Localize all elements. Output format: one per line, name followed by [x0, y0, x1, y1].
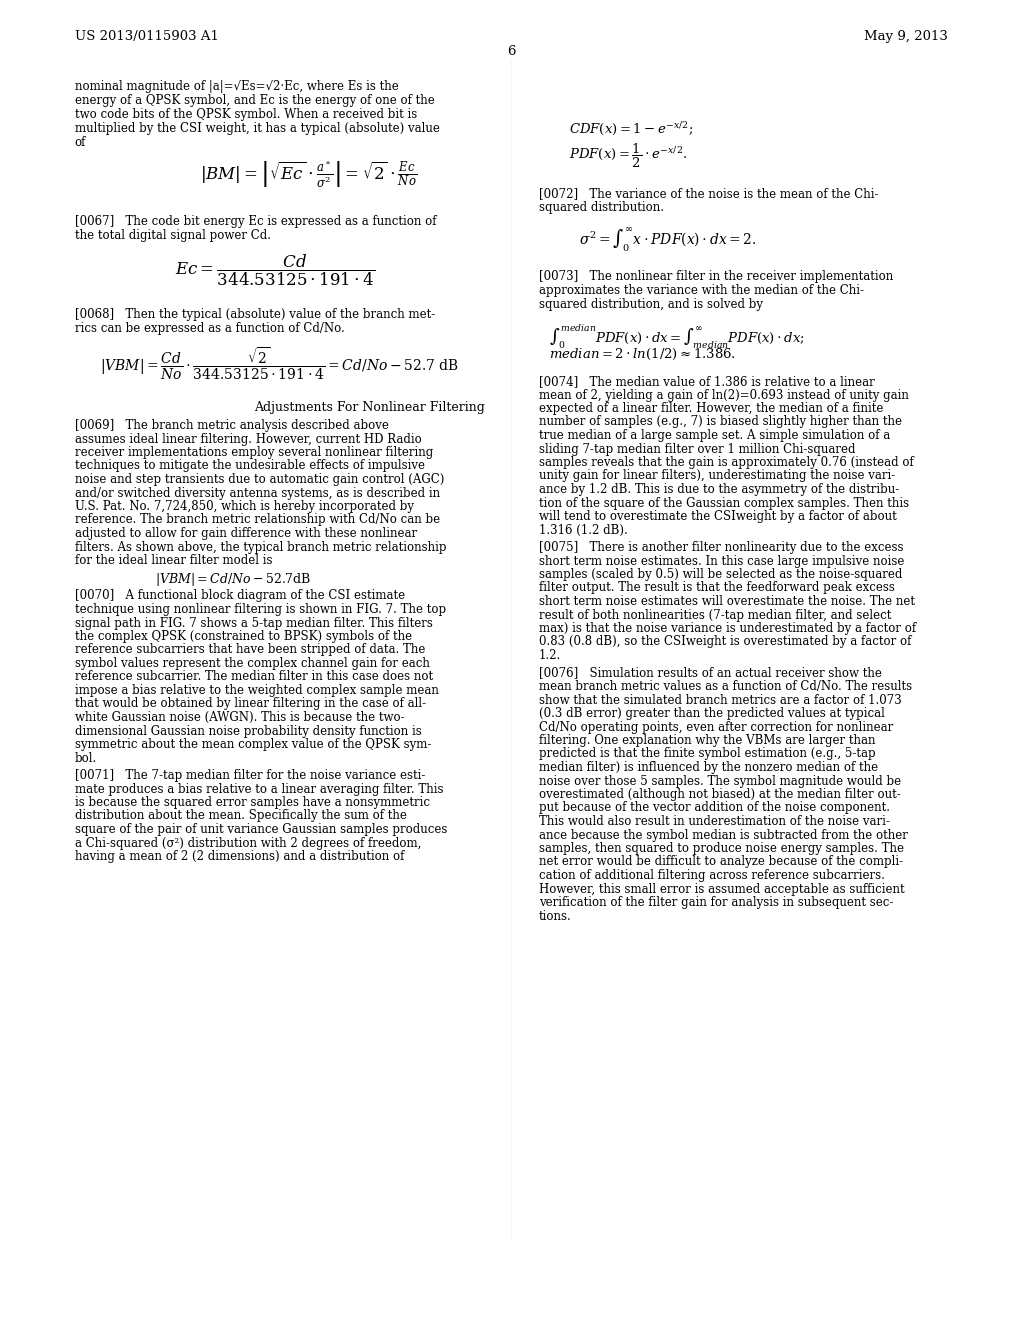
Text: samples, then squared to produce noise energy samples. The: samples, then squared to produce noise e…	[539, 842, 904, 855]
Text: $\int_0^{median} PDF(x) \cdot dx = \int_{median}^{\infty} PDF(x) \cdot dx;$: $\int_0^{median} PDF(x) \cdot dx = \int_…	[549, 322, 805, 350]
Text: multiplied by the CSI weight, it has a typical (absolute) value: multiplied by the CSI weight, it has a t…	[75, 121, 439, 135]
Text: noise over those 5 samples. The symbol magnitude would be: noise over those 5 samples. The symbol m…	[539, 775, 901, 788]
Text: [0071]   The 7-tap median filter for the noise variance esti-: [0071] The 7-tap median filter for the n…	[75, 770, 425, 781]
Text: predicted is that the finite symbol estimation (e.g., 5-tap: predicted is that the finite symbol esti…	[539, 747, 876, 760]
Text: noise and step transients due to automatic gain control (AGC): noise and step transients due to automat…	[75, 473, 444, 486]
Text: distribution about the mean. Specifically the sum of the: distribution about the mean. Specificall…	[75, 809, 407, 822]
Text: true median of a large sample set. A simple simulation of a: true median of a large sample set. A sim…	[539, 429, 890, 442]
Text: approximates the variance with the median of the Chi-: approximates the variance with the media…	[539, 284, 864, 297]
Text: techniques to mitigate the undesirable effects of impulsive: techniques to mitigate the undesirable e…	[75, 459, 425, 473]
Text: U.S. Pat. No. 7,724,850, which is hereby incorporated by: U.S. Pat. No. 7,724,850, which is hereby…	[75, 500, 414, 513]
Text: number of samples (e.g., 7) is biased slightly higher than the: number of samples (e.g., 7) is biased sl…	[539, 416, 902, 429]
Text: squared distribution.: squared distribution.	[539, 201, 664, 214]
Text: Adjustments For Nonlinear Filtering: Adjustments For Nonlinear Filtering	[255, 401, 485, 414]
Text: mean of 2, yielding a gain of ln(2)=0.693 instead of unity gain: mean of 2, yielding a gain of ln(2)=0.69…	[539, 388, 909, 401]
Text: two code bits of the QPSK symbol. When a received bit is: two code bits of the QPSK symbol. When a…	[75, 108, 417, 121]
Text: squared distribution, and is solved by: squared distribution, and is solved by	[539, 298, 763, 312]
Text: mate produces a bias relative to a linear averaging filter. This: mate produces a bias relative to a linea…	[75, 783, 443, 796]
Text: $|VBM| = \dfrac{Cd}{No} \cdot \dfrac{\sqrt{2}}{344.53125 \cdot 191 \cdot 4} = Cd: $|VBM| = \dfrac{Cd}{No} \cdot \dfrac{\sq…	[99, 346, 459, 383]
Text: symbol values represent the complex channel gain for each: symbol values represent the complex chan…	[75, 657, 430, 671]
Text: is because the squared error samples have a nonsymmetric: is because the squared error samples hav…	[75, 796, 430, 809]
Text: [0069]   The branch metric analysis described above: [0069] The branch metric analysis descri…	[75, 418, 389, 432]
Text: show that the simulated branch metrics are a factor of 1.073: show that the simulated branch metrics a…	[539, 693, 902, 706]
Text: mean branch metric values as a function of Cd/No. The results: mean branch metric values as a function …	[539, 680, 912, 693]
Text: a Chi-squared (σ²) distribution with 2 degrees of freedom,: a Chi-squared (σ²) distribution with 2 d…	[75, 837, 421, 850]
Text: However, this small error is assumed acceptable as sufficient: However, this small error is assumed acc…	[539, 883, 904, 895]
Text: 0.83 (0.8 dB), so the CSIweight is overestimated by a factor of: 0.83 (0.8 dB), so the CSIweight is overe…	[539, 635, 911, 648]
Text: filters. As shown above, the typical branch metric relationship: filters. As shown above, the typical bra…	[75, 540, 446, 553]
Text: verification of the filter gain for analysis in subsequent sec-: verification of the filter gain for anal…	[539, 896, 893, 909]
Text: the total digital signal power Cd.: the total digital signal power Cd.	[75, 228, 271, 242]
Text: ance by 1.2 dB. This is due to the asymmetry of the distribu-: ance by 1.2 dB. This is due to the asymm…	[539, 483, 899, 496]
Text: the complex QPSK (constrained to BPSK) symbols of the: the complex QPSK (constrained to BPSK) s…	[75, 630, 412, 643]
Text: that would be obtained by linear filtering in the case of all-: that would be obtained by linear filteri…	[75, 697, 426, 710]
Text: energy of a QPSK symbol, and Ec is the energy of one of the: energy of a QPSK symbol, and Ec is the e…	[75, 94, 434, 107]
Text: 1.2.: 1.2.	[539, 649, 561, 663]
Text: receiver implementations employ several nonlinear filtering: receiver implementations employ several …	[75, 446, 433, 459]
Text: ance because the symbol median is subtracted from the other: ance because the symbol median is subtra…	[539, 829, 908, 842]
Text: filtering. One explanation why the VBMs are larger than: filtering. One explanation why the VBMs …	[539, 734, 876, 747]
Text: [0068]   Then the typical (absolute) value of the branch met-: [0068] Then the typical (absolute) value…	[75, 308, 435, 321]
Text: and/or switched diversity antenna systems, as is described in: and/or switched diversity antenna system…	[75, 487, 440, 499]
Text: short term noise estimates. In this case large impulsive noise: short term noise estimates. In this case…	[539, 554, 904, 568]
Text: overestimated (although not biased) at the median filter out-: overestimated (although not biased) at t…	[539, 788, 901, 801]
Text: tion of the square of the Gaussian complex samples. Then this: tion of the square of the Gaussian compl…	[539, 496, 909, 510]
Text: [0076]   Simulation results of an actual receiver show the: [0076] Simulation results of an actual r…	[539, 667, 882, 680]
Text: put because of the vector addition of the noise component.: put because of the vector addition of th…	[539, 801, 890, 814]
Text: reference subcarriers that have been stripped of data. The: reference subcarriers that have been str…	[75, 644, 425, 656]
Text: tions.: tions.	[539, 909, 571, 923]
Text: Cd/No operating points, even after correction for nonlinear: Cd/No operating points, even after corre…	[539, 721, 893, 734]
Text: impose a bias relative to the weighted complex sample mean: impose a bias relative to the weighted c…	[75, 684, 438, 697]
Text: [0073]   The nonlinear filter in the receiver implementation: [0073] The nonlinear filter in the recei…	[539, 271, 893, 282]
Text: will tend to overestimate the CSIweight by a factor of about: will tend to overestimate the CSIweight …	[539, 510, 897, 523]
Text: short term noise estimates will overestimate the noise. The net: short term noise estimates will overesti…	[539, 595, 914, 609]
Text: filter output. The result is that the feedforward peak excess: filter output. The result is that the fe…	[539, 582, 895, 594]
Text: May 9, 2013: May 9, 2013	[864, 30, 948, 44]
Text: $PDF(x) = \dfrac{1}{2} \cdot e^{-x/2}.$: $PDF(x) = \dfrac{1}{2} \cdot e^{-x/2}.$	[569, 143, 687, 170]
Text: median filter) is influenced by the nonzero median of the: median filter) is influenced by the nonz…	[539, 762, 878, 774]
Text: $Ec = \dfrac{Cd}{344.53125 \cdot 191 \cdot 4}$: $Ec = \dfrac{Cd}{344.53125 \cdot 191 \cd…	[175, 253, 375, 288]
Text: [0074]   The median value of 1.386 is relative to a linear: [0074] The median value of 1.386 is rela…	[539, 375, 874, 388]
Text: result of both nonlinearities (7-tap median filter, and select: result of both nonlinearities (7-tap med…	[539, 609, 891, 622]
Text: samples reveals that the gain is approximately 0.76 (instead of: samples reveals that the gain is approxi…	[539, 455, 913, 469]
Text: [0070]   A functional block diagram of the CSI estimate: [0070] A functional block diagram of the…	[75, 590, 404, 602]
Text: white Gaussian noise (AWGN). This is because the two-: white Gaussian noise (AWGN). This is bec…	[75, 711, 404, 723]
Text: adjusted to allow for gain difference with these nonlinear: adjusted to allow for gain difference wi…	[75, 527, 417, 540]
Text: square of the pair of unit variance Gaussian samples produces: square of the pair of unit variance Gaus…	[75, 822, 447, 836]
Text: samples (scaled by 0.5) will be selected as the noise-squared: samples (scaled by 0.5) will be selected…	[539, 568, 902, 581]
Text: $CDF(x) = 1 - e^{-x/2};$: $CDF(x) = 1 - e^{-x/2};$	[569, 120, 693, 137]
Text: [0075]   There is another filter nonlinearity due to the excess: [0075] There is another filter nonlinear…	[539, 541, 903, 554]
Text: $\sigma^2 = \int_0^{\infty} x \cdot PDF(x) \cdot dx = 2.$: $\sigma^2 = \int_0^{\infty} x \cdot PDF(…	[579, 224, 757, 253]
Text: reference subcarrier. The median filter in this case does not: reference subcarrier. The median filter …	[75, 671, 433, 684]
Text: dimensional Gaussian noise probability density function is: dimensional Gaussian noise probability d…	[75, 725, 422, 738]
Text: of: of	[75, 136, 86, 149]
Text: 6: 6	[507, 45, 515, 58]
Text: nominal magnitude of |a|=√Es=√2·Ec, where Es is the: nominal magnitude of |a|=√Es=√2·Ec, wher…	[75, 81, 398, 92]
Text: net error would be difficult to analyze because of the compli-: net error would be difficult to analyze …	[539, 855, 903, 869]
Text: US 2013/0115903 A1: US 2013/0115903 A1	[75, 30, 219, 44]
Text: signal path in FIG. 7 shows a 5-tap median filter. This filters: signal path in FIG. 7 shows a 5-tap medi…	[75, 616, 433, 630]
Text: $|VBM|=Cd/No-52.7\mathrm{dB}$: $|VBM|=Cd/No-52.7\mathrm{dB}$	[155, 572, 311, 589]
Text: cation of additional filtering across reference subcarriers.: cation of additional filtering across re…	[539, 869, 885, 882]
Text: (0.3 dB error) greater than the predicted values at typical: (0.3 dB error) greater than the predicte…	[539, 708, 885, 719]
Text: [0067]   The code bit energy Ec is expressed as a function of: [0067] The code bit energy Ec is express…	[75, 215, 436, 228]
Text: rics can be expressed as a function of Cd/No.: rics can be expressed as a function of C…	[75, 322, 345, 335]
Text: for the ideal linear filter model is: for the ideal linear filter model is	[75, 554, 272, 568]
Text: This would also result in underestimation of the noise vari-: This would also result in underestimatio…	[539, 814, 890, 828]
Text: reference. The branch metric relationship with Cd/No can be: reference. The branch metric relationshi…	[75, 513, 440, 527]
Text: having a mean of 2 (2 dimensions) and a distribution of: having a mean of 2 (2 dimensions) and a …	[75, 850, 404, 863]
Text: $|BM| = \left|\sqrt{Ec} \cdot \frac{a^*}{\sigma^2}\right| = \sqrt{2} \cdot \frac: $|BM| = \left|\sqrt{Ec} \cdot \frac{a^*}…	[200, 160, 417, 190]
Text: [0072]   The variance of the noise is the mean of the Chi-: [0072] The variance of the noise is the …	[539, 187, 879, 201]
Text: symmetric about the mean complex value of the QPSK sym-: symmetric about the mean complex value o…	[75, 738, 431, 751]
Text: sliding 7-tap median filter over 1 million Chi-squared: sliding 7-tap median filter over 1 milli…	[539, 442, 855, 455]
Text: 1.316 (1.2 dB).: 1.316 (1.2 dB).	[539, 524, 628, 536]
Text: bol.: bol.	[75, 751, 97, 764]
Text: assumes ideal linear filtering. However, current HD Radio: assumes ideal linear filtering. However,…	[75, 433, 422, 446]
Text: technique using nonlinear filtering is shown in FIG. 7. The top: technique using nonlinear filtering is s…	[75, 603, 446, 616]
Text: max) is that the noise variance is underestimated by a factor of: max) is that the noise variance is under…	[539, 622, 916, 635]
Text: $median = 2 \cdot ln(1/2) \approx 1.386.$: $median = 2 \cdot ln(1/2) \approx 1.386.…	[549, 347, 736, 362]
Text: expected of a linear filter. However, the median of a finite: expected of a linear filter. However, th…	[539, 403, 884, 414]
Text: unity gain for linear filters), underestimating the noise vari-: unity gain for linear filters), underest…	[539, 470, 895, 483]
